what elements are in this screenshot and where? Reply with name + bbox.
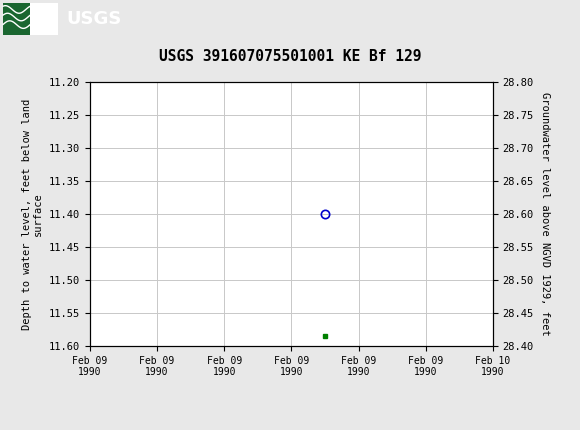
- Bar: [3, 3, 58, 35]
- Y-axis label: Groundwater level above NGVD 1929, feet: Groundwater level above NGVD 1929, feet: [539, 92, 549, 336]
- Bar: [3, 3, 30, 35]
- Legend: Period of approved data: Period of approved data: [187, 429, 396, 430]
- Text: USGS 391607075501001 KE Bf 129: USGS 391607075501001 KE Bf 129: [159, 49, 421, 64]
- Text: USGS: USGS: [67, 10, 122, 28]
- Y-axis label: Depth to water level, feet below land
surface: Depth to water level, feet below land su…: [22, 98, 44, 329]
